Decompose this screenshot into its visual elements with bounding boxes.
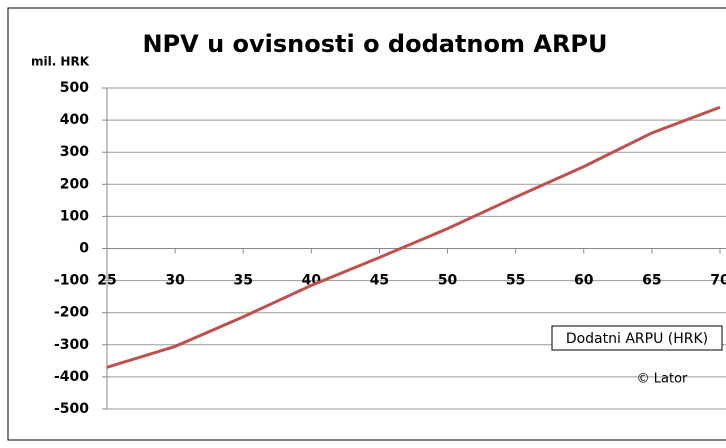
chart-title: NPV u ovisnosti o dodatnom ARPU: [142, 30, 607, 58]
x-tick-label: 65: [642, 273, 661, 289]
y-tick-label: -500: [54, 401, 89, 417]
y-tick-label: 300: [60, 144, 89, 160]
x-label-box: [551, 325, 723, 351]
y-tick-label: 0: [79, 241, 89, 257]
y-tick-label: -200: [54, 305, 89, 321]
plot: -500 -400 -300 -200 -100 0 100 200 300 400 500 25 30…: [54, 80, 726, 417]
x-tick-label: 45: [370, 273, 389, 289]
y-tick-label: 400: [60, 112, 89, 128]
line: [106, 105, 721, 369]
x-tick-label: 25: [97, 273, 116, 289]
x-tick-label: 70: [710, 273, 726, 289]
y-tick-label: -100: [54, 273, 89, 289]
x-tick-label: 50: [438, 273, 458, 289]
x-tick-label: 55: [506, 273, 525, 289]
chart-border: [7, 7, 726, 441]
annotation: © Lator: [637, 372, 688, 387]
y-tick-label: -300: [54, 337, 89, 353]
y-tick-label: 200: [60, 176, 89, 192]
x-axis-label: Dodatni ARPU (HRK): [566, 331, 708, 347]
y-tick-label: 100: [60, 208, 89, 224]
y-tick-label: 500: [60, 80, 89, 96]
x-tick-label: 30: [165, 273, 185, 289]
y-axis-label: mil. HRK: [31, 55, 90, 69]
x-tick-label: 60: [574, 273, 594, 289]
y-tick-label: -400: [54, 369, 89, 385]
x-tick-label: 35: [233, 273, 252, 289]
